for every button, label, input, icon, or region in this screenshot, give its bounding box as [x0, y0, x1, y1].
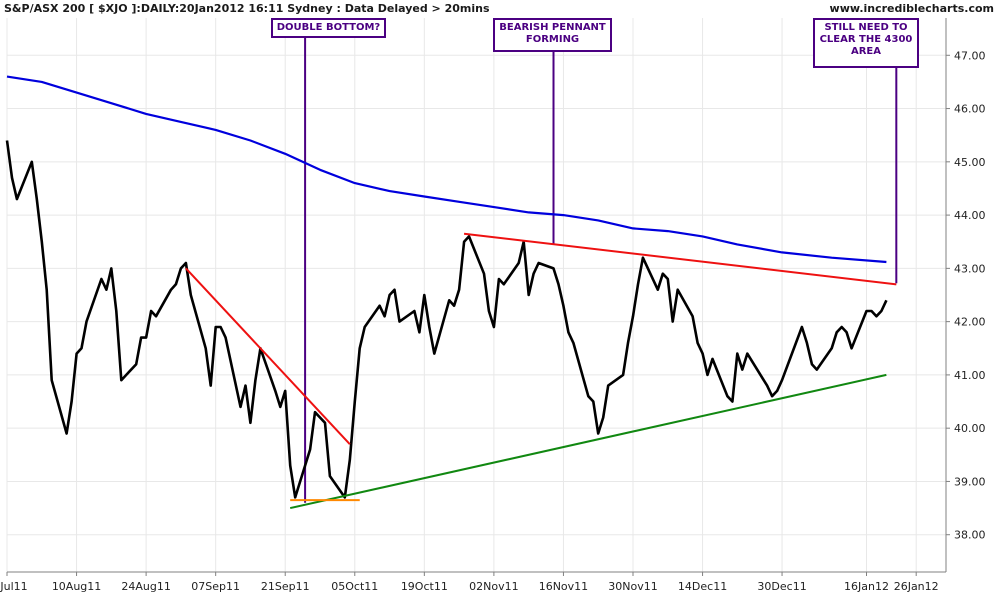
resistance-trendline [463, 232, 897, 286]
price-series-line [5, 140, 888, 499]
y-tick-label: 45.00 [954, 156, 986, 169]
x-tick-label: 16Nov11 [539, 580, 588, 593]
support-trendline [289, 373, 887, 510]
x-tick-label: 07Sep11 [191, 580, 240, 593]
y-tick-label: 40.00 [954, 422, 986, 435]
y-tick-label: 38.00 [954, 529, 986, 542]
x-tick-label: 16Jan12 [844, 580, 889, 593]
x-tick-label: 19Oct11 [401, 580, 448, 593]
moving-average-line [6, 75, 887, 264]
x-tick-label: 14Dec11 [678, 580, 727, 593]
annotation-box: STILL NEED TO CLEAR THE 4300 AREA [813, 18, 919, 68]
y-tick-label: 43.00 [954, 262, 986, 275]
chart-title: S&P/ASX 200 [ $XJO ]:DAILY:20Jan2012 16:… [4, 2, 490, 15]
y-tick-label: 39.00 [954, 475, 986, 488]
x-tick-label: 26Jan12 [894, 580, 939, 593]
plot-area [7, 18, 946, 572]
x-tick-label: 05Oct11 [331, 580, 378, 593]
y-tick-label: 41.00 [954, 369, 986, 382]
source-label: www.incrediblecharts.com [829, 2, 994, 15]
y-tick-label: 47.00 [954, 49, 986, 62]
x-tick-label: 30Nov11 [608, 580, 657, 593]
x-tick-label: 21Sep11 [261, 580, 310, 593]
x-tick-label: 24Aug11 [121, 580, 170, 593]
x-tick-label: 30Dec11 [757, 580, 806, 593]
y-tick-label: 42.00 [954, 316, 986, 329]
y-tick-label: 46.00 [954, 103, 986, 116]
resistance-trendline [185, 267, 351, 445]
x-tick-label: 02Nov11 [469, 580, 518, 593]
annotation-box: DOUBLE BOTTOM? [271, 18, 386, 38]
x-tick-label: 27Jul11 [0, 580, 28, 593]
y-tick-label: 44.00 [954, 209, 986, 222]
x-tick-label: 10Aug11 [52, 580, 101, 593]
annotation-box: BEARISH PENNANT FORMING [493, 18, 612, 52]
